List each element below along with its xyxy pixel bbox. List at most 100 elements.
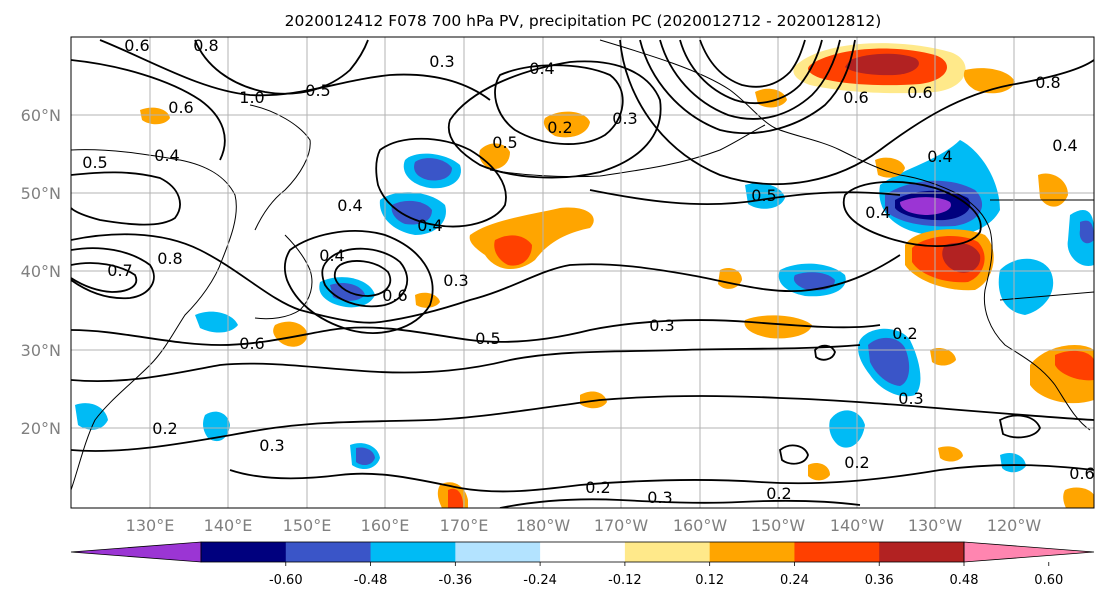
map-border [70, 36, 1095, 509]
anomaly-patch [808, 463, 830, 481]
colorbar-tick-label: 0.36 [865, 573, 894, 588]
contour-label: 0.4 [337, 196, 362, 215]
pv-contour-layer [71, 39, 1094, 508]
colorbar: -0.60 -0.48 -0.36 -0.24 -0.12 0.12 0.24 0.36 0.4… [70, 541, 1095, 588]
anomaly-patch [938, 446, 963, 462]
colorbar-tick-labels: -0.60 -0.48 -0.36 -0.24 -0.12 0.12 0.24 0.36 0.4… [269, 562, 1063, 588]
contour-label: 0.5 [475, 329, 500, 348]
lon-label: 160°E [361, 516, 410, 535]
anomaly-patch [942, 242, 981, 273]
colorbar-tick-label: -0.24 [523, 573, 557, 588]
lat-label: 60°N [21, 106, 61, 125]
contour-label: 0.8 [193, 36, 218, 55]
anomaly-patch [195, 311, 238, 333]
colorbar-tick-label: -0.36 [439, 573, 473, 588]
anomaly-patch [900, 197, 951, 215]
lon-label: 170°E [440, 516, 489, 535]
lat-label: 30°N [21, 341, 61, 360]
contour-label: 0.5 [82, 153, 107, 172]
colorbar-tick-label: 0.48 [950, 573, 979, 588]
pv-contour [194, 39, 369, 95]
contour-label: 0.3 [443, 271, 468, 290]
pv-contour [814, 344, 836, 361]
colorbar-swatch [285, 542, 372, 562]
contour-label: 0.3 [649, 316, 674, 335]
anomaly-patch [1055, 350, 1094, 381]
lon-label: 150°W [751, 516, 806, 535]
contour-label: 0.5 [751, 186, 776, 205]
anomaly-patch [829, 410, 865, 448]
contour-label: 0.3 [647, 488, 672, 507]
contour-label: 0.8 [157, 249, 182, 268]
contour-label: 0.5 [492, 133, 517, 152]
colorbar-tick-label: 0.24 [780, 573, 809, 588]
contour-label: 0.6 [168, 98, 193, 117]
contour-label: 0.4 [319, 246, 344, 265]
lat-label: 20°N [21, 419, 61, 438]
anomaly-patch [1038, 173, 1068, 207]
colorbar-tick-label: -0.12 [608, 573, 642, 588]
pv-contour [779, 444, 809, 465]
longitude-labels: 130°E 140°E 150°E 160°E 170°E 180°W 170°W 160°W… [126, 516, 1042, 535]
colorbar-extend-right [963, 541, 1095, 563]
graticule [71, 37, 1094, 508]
anomaly-patch [745, 183, 785, 209]
pv-contour [659, 39, 841, 120]
contour-label: 0.2 [585, 478, 610, 497]
contour-label: 0.6 [907, 83, 932, 102]
lon-label: 130°E [126, 516, 175, 535]
pv-contour [229, 464, 1094, 493]
lon-label: 140°W [830, 516, 885, 535]
lon-label: 130°W [908, 516, 963, 535]
lon-label: 170°W [594, 516, 649, 535]
pv-contour [71, 233, 901, 324]
colorbar-tick-label: 0.12 [695, 573, 724, 588]
anomaly-patch [543, 111, 590, 138]
pv-contour [447, 60, 662, 179]
colorbar-swatch [370, 542, 456, 562]
pv-contour [71, 59, 226, 161]
colorbar-swatch [624, 542, 711, 562]
colorbar-tick-label: -0.60 [269, 573, 303, 588]
pv-contour [639, 39, 856, 134]
anomaly-patch [356, 447, 375, 466]
contour-label: 0.3 [259, 436, 284, 455]
pv-contour [998, 414, 1041, 439]
contour-label-layer: 0.6 0.8 0.3 0.4 0.5 1.0 0.6 0.5 0.4 0.2 0.5 0.4 0.4 0… [82, 36, 1094, 507]
pv-contour [71, 247, 155, 300]
lon-label: 150°E [283, 516, 332, 535]
contour-label: 0.4 [865, 203, 890, 222]
pv-contour [699, 39, 806, 88]
pv-contour [71, 262, 138, 293]
border-us-mexico [999, 291, 1094, 301]
pv-contour [375, 137, 507, 228]
pv-contour [71, 319, 881, 346]
contour-label: 0.6 [239, 334, 264, 353]
colorbar-swatch [201, 542, 287, 562]
anomaly-patch [415, 292, 440, 308]
colorbar-swatch [709, 542, 795, 562]
map-panel: 0.6 0.8 0.3 0.4 0.5 1.0 0.6 0.5 0.4 0.2 0.5 0.4 0.4 0… [70, 36, 1095, 509]
anomaly-patch [580, 391, 607, 409]
coastline-layer [71, 39, 1094, 491]
latitude-labels: 60°N 50°N 40°N 30°N 20°N [21, 106, 61, 438]
anomaly-patch [75, 403, 108, 430]
anomaly-patch [414, 158, 452, 181]
lon-label: 140°E [204, 516, 253, 535]
pv-contour [283, 230, 434, 334]
coastline-alaska [599, 39, 1091, 431]
colorbar-tick-label: 0.60 [1034, 573, 1063, 588]
pv-contour [333, 260, 392, 297]
pv-contour [679, 39, 823, 104]
contour-label: 0.5 [305, 81, 330, 100]
contour-label: 0.6 [124, 36, 149, 55]
contour-label: 0.6 [382, 286, 407, 305]
anomaly-patch [448, 488, 463, 508]
lat-label: 40°N [21, 262, 61, 281]
contour-label: 0.6 [843, 88, 868, 107]
pv-contour [494, 64, 624, 145]
anomaly-patch [1079, 220, 1094, 244]
coastline-japan [254, 234, 313, 320]
anomaly-patch [793, 272, 835, 291]
